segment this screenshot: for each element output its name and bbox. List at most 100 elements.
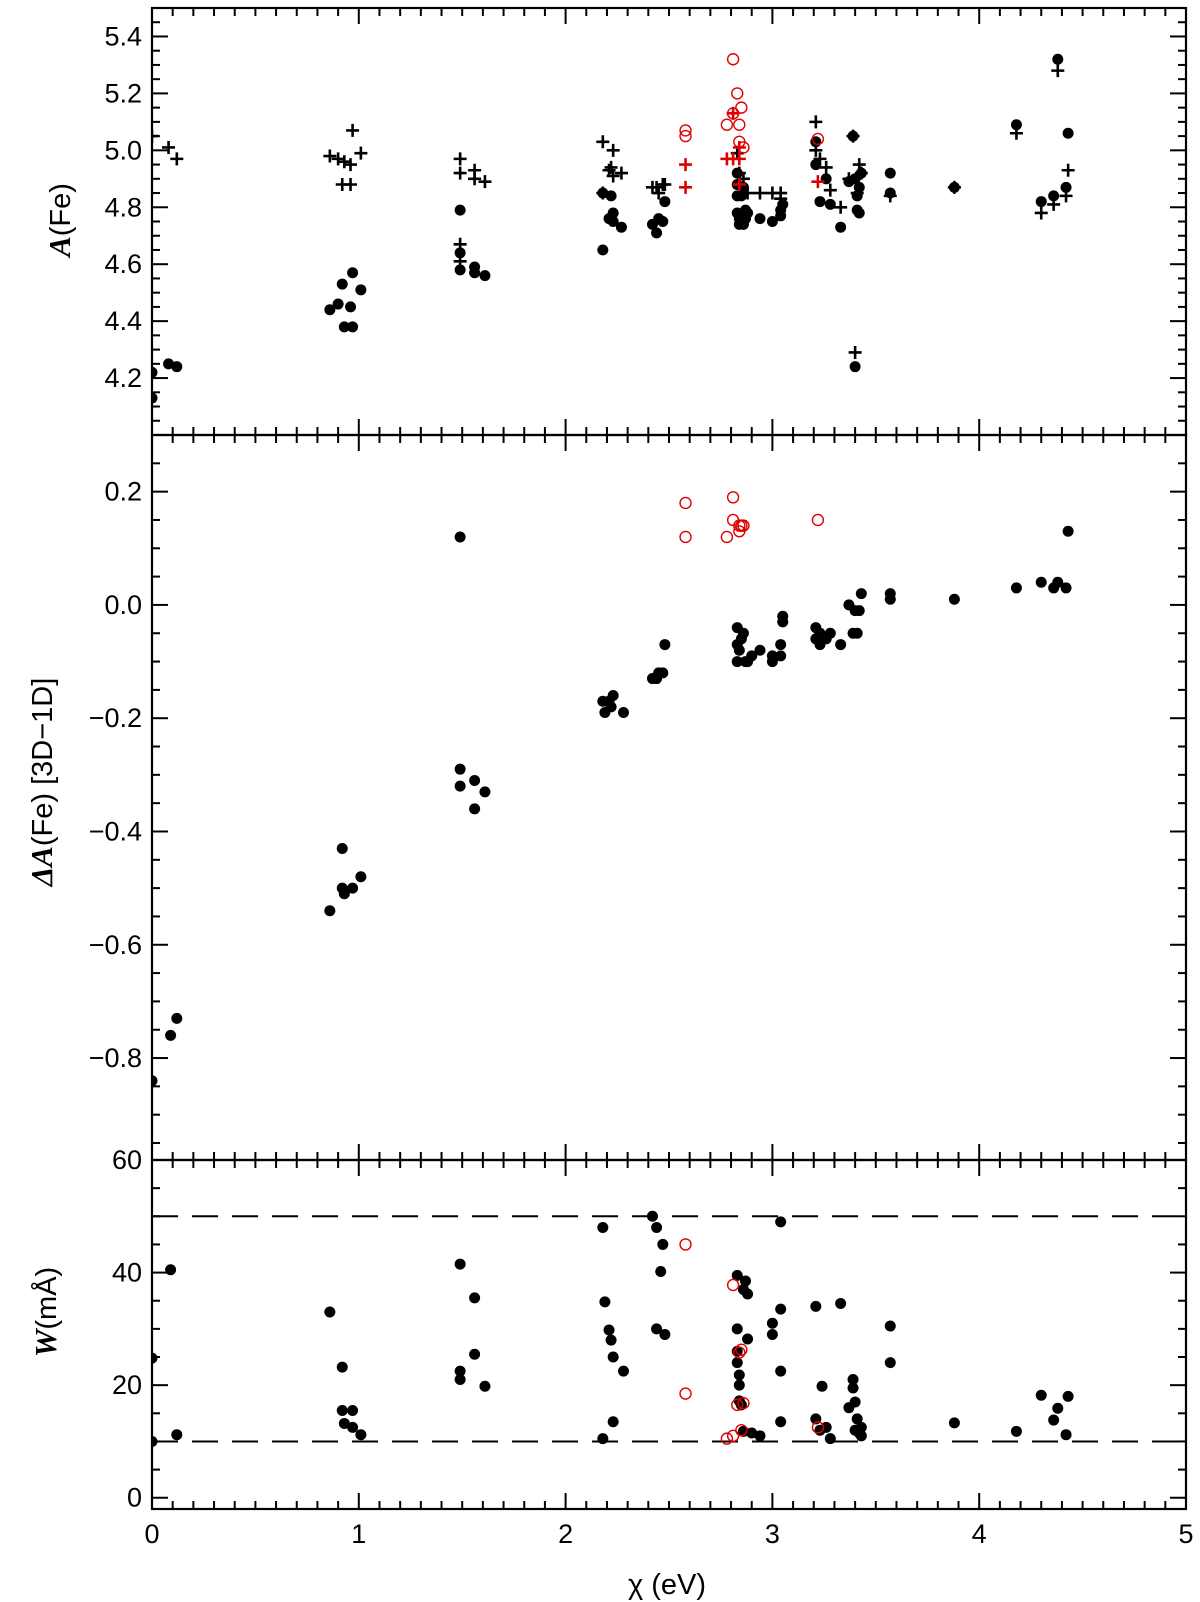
middle-open-point bbox=[737, 519, 750, 532]
bottom-open-point bbox=[726, 1429, 740, 1443]
top-filled-point bbox=[853, 181, 865, 193]
bottom-filled-point bbox=[657, 1238, 669, 1250]
top-plus-point bbox=[846, 129, 860, 143]
top-y-tick-label: 4.8 bbox=[104, 192, 142, 222]
middle-filled-point bbox=[338, 888, 350, 900]
bottom-open-point bbox=[735, 1343, 748, 1356]
bottom-filled-point bbox=[746, 1427, 758, 1439]
bottom-filled-point bbox=[651, 1323, 663, 1335]
panel-frames bbox=[150, 6, 1188, 1511]
middle-filled-point bbox=[605, 701, 617, 713]
axis-ticks bbox=[151, 8, 1187, 1509]
bottom-filled-point bbox=[766, 1317, 778, 1329]
bottom-filled-point bbox=[775, 1303, 787, 1315]
top-filled-point bbox=[607, 207, 619, 219]
top-filled-point bbox=[835, 221, 847, 233]
top-filled-point bbox=[607, 216, 619, 227]
bottom-filled-point bbox=[855, 1430, 867, 1442]
middle-filled-point bbox=[1010, 582, 1022, 594]
bottom-filled-point bbox=[733, 1369, 745, 1381]
top-y-tick-label: 4.4 bbox=[104, 306, 142, 336]
top-plus-point bbox=[346, 123, 360, 137]
bottom-filled-point bbox=[171, 1429, 183, 1441]
bottom-filled-point bbox=[733, 1379, 745, 1391]
bottom-filled-point bbox=[851, 1413, 863, 1425]
top-filled-point bbox=[1010, 119, 1022, 131]
top-y-tick-label: 4.6 bbox=[104, 249, 142, 279]
bottom-y-axis-label: W(mÅ) bbox=[28, 1267, 63, 1357]
middle-y-tick-label: −0.2 bbox=[89, 703, 142, 733]
bottom-filled-point bbox=[1048, 1414, 1060, 1426]
middle-filled-point bbox=[165, 1029, 177, 1041]
bottom-open-point bbox=[679, 1387, 692, 1400]
middle-filled-point bbox=[659, 639, 671, 651]
top-open-point bbox=[679, 129, 692, 143]
bottom-filled-point bbox=[607, 1416, 619, 1428]
bottom-filled-point bbox=[742, 1333, 754, 1345]
top-plus-point bbox=[1059, 189, 1073, 203]
bottom-filled-point bbox=[775, 1416, 787, 1428]
bottom-filled-point bbox=[603, 1324, 615, 1336]
top-filled-point bbox=[849, 361, 861, 373]
top-panel-frame bbox=[150, 6, 1188, 437]
top-plus-point bbox=[823, 183, 837, 197]
top-plus-point bbox=[606, 143, 620, 157]
x-tick-label: 0 bbox=[144, 1519, 159, 1549]
bottom-filled-point bbox=[775, 1216, 787, 1228]
top-plus-point bbox=[596, 186, 610, 200]
middle-y-tick-label: −0.8 bbox=[89, 1043, 142, 1073]
top-open-point bbox=[720, 118, 734, 131]
bottom-filled-point bbox=[338, 1417, 350, 1429]
top-filled-point bbox=[1060, 181, 1072, 193]
x-tick-label: 4 bbox=[972, 1519, 987, 1549]
bottom-filled-point bbox=[810, 1300, 822, 1312]
bottom-filled-point bbox=[655, 1265, 667, 1277]
reference-lines bbox=[152, 1215, 1186, 1443]
bottom-filled-point bbox=[152, 1435, 158, 1447]
middle-filled-point bbox=[355, 871, 367, 883]
middle-filled-point bbox=[454, 531, 466, 543]
bottom-open-point bbox=[726, 1278, 740, 1292]
bottom-filled-point bbox=[454, 1258, 466, 1270]
x-tick-label: 2 bbox=[558, 1519, 573, 1549]
bottom-filled-point bbox=[469, 1292, 481, 1304]
middle-filled-point bbox=[884, 588, 896, 600]
middle-filled-point bbox=[754, 644, 766, 656]
top-open-point bbox=[731, 87, 744, 100]
top-plus-point bbox=[453, 166, 467, 180]
bottom-filled-point bbox=[1010, 1425, 1022, 1437]
top-plus-point bbox=[679, 158, 693, 172]
bottom-filled-point bbox=[884, 1320, 896, 1332]
top-filled-point bbox=[1062, 127, 1074, 139]
top-filled-point bbox=[814, 196, 826, 208]
bottom-filled-point bbox=[336, 1404, 348, 1416]
bottom-y-tick-label: 40 bbox=[112, 1258, 142, 1288]
top-plus-point bbox=[883, 189, 897, 203]
top-filled-point bbox=[347, 267, 359, 279]
top-plus-point bbox=[331, 152, 345, 166]
middle-filled-point bbox=[775, 639, 787, 651]
bottom-filled-point bbox=[740, 1275, 752, 1287]
middle-panel-frame bbox=[150, 433, 1188, 1162]
middle-filled-point bbox=[766, 656, 778, 668]
top-plus-point bbox=[478, 175, 492, 189]
top-plus-point bbox=[732, 177, 746, 191]
middle-filled-point bbox=[1052, 576, 1064, 588]
middle-filled-point bbox=[324, 905, 336, 917]
bottom-filled-point bbox=[599, 1296, 611, 1308]
middle-filled-point bbox=[851, 627, 863, 639]
top-plus-point bbox=[732, 152, 746, 166]
bottom-filled-point bbox=[651, 1222, 663, 1234]
bottom-filled-point bbox=[646, 1210, 658, 1222]
middle-filled-point bbox=[777, 610, 789, 622]
data-points bbox=[152, 53, 1075, 1447]
middle-open-point bbox=[679, 496, 692, 510]
top-open-point bbox=[811, 132, 825, 146]
top-filled-point bbox=[742, 207, 754, 219]
bottom-filled-point bbox=[731, 1323, 743, 1335]
bottom-open-point bbox=[720, 1432, 734, 1445]
bottom-filled-point bbox=[847, 1374, 859, 1386]
top-y-tick-label: 5.2 bbox=[104, 78, 142, 108]
top-filled-point bbox=[651, 227, 663, 239]
top-plus-point bbox=[614, 166, 628, 180]
